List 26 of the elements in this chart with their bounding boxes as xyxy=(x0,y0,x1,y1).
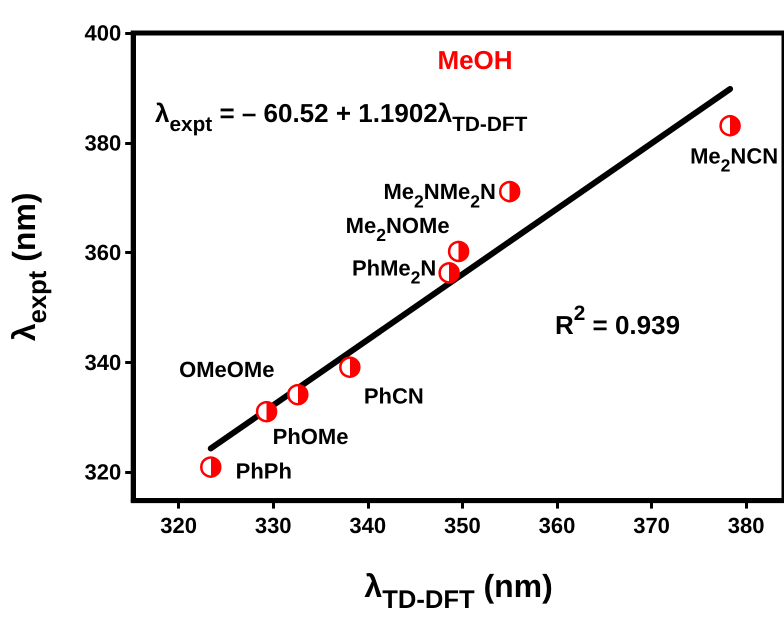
y-axis-title: λexpt (nm) xyxy=(6,192,52,342)
x-tick-label: 360 xyxy=(538,513,576,538)
annotation: OMeOMe xyxy=(179,357,274,382)
point xyxy=(719,115,741,136)
x-tick-label: 370 xyxy=(633,513,670,538)
annotation: PhOMe xyxy=(272,424,348,450)
y-tick-label: 340 xyxy=(84,350,122,375)
y-tick-label: 320 xyxy=(84,460,122,485)
point xyxy=(498,180,520,202)
point xyxy=(200,456,222,478)
x-tick-label: 380 xyxy=(728,513,765,538)
x-tick-label: 330 xyxy=(254,513,292,538)
point xyxy=(448,240,470,262)
x-tick-label: 340 xyxy=(349,513,386,538)
y-tick-label: 400 xyxy=(84,20,122,46)
point xyxy=(339,356,361,378)
annotation: PhCN xyxy=(364,384,424,409)
y-tick-label: 380 xyxy=(84,130,122,156)
text: MeOH xyxy=(437,45,513,75)
point xyxy=(438,262,460,284)
x-tick-label: 320 xyxy=(160,513,197,538)
y-tick-label: 360 xyxy=(84,240,122,266)
point xyxy=(287,384,309,406)
point xyxy=(256,400,278,422)
annotation: PhPh xyxy=(236,458,292,484)
x-tick-label: 350 xyxy=(444,513,481,538)
